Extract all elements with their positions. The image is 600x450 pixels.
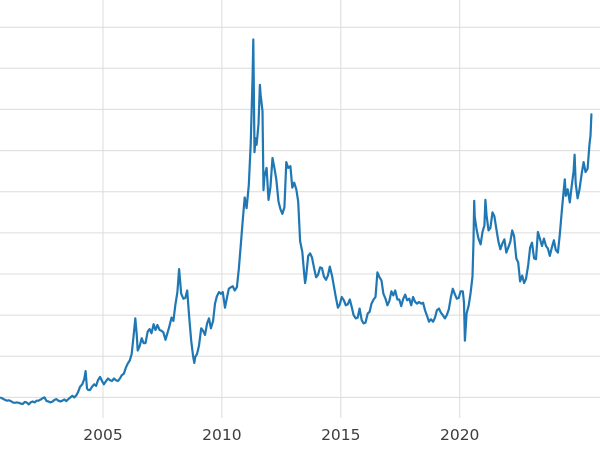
gridlines — [0, 0, 600, 418]
x-axis-labels: 2005 2010 2015 2020 — [83, 426, 479, 444]
x-axis-tick-label: 2020 — [440, 426, 479, 444]
x-axis-tick-label: 2015 — [321, 426, 360, 444]
price-line — [0, 38, 593, 406]
x-axis-tick-label: 2010 — [202, 426, 241, 444]
x-axis-tick-label: 2005 — [83, 426, 122, 444]
